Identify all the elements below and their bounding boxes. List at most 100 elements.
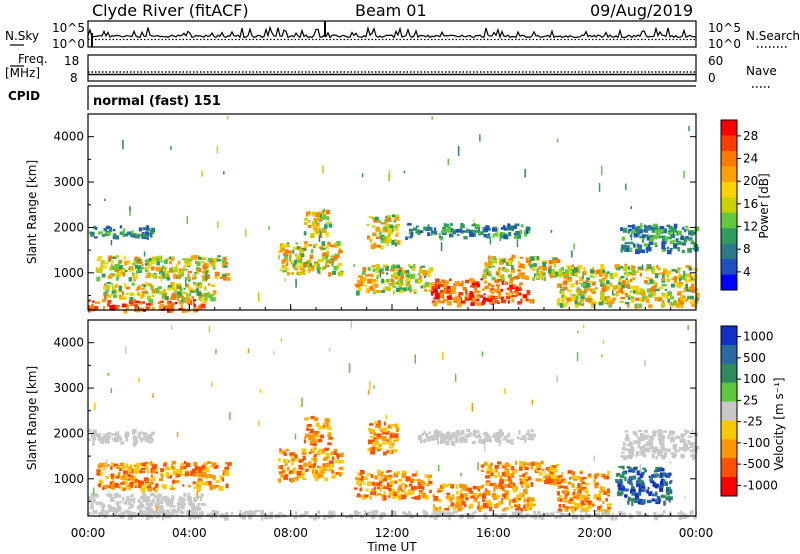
power-echo-cell-3	[146, 225, 149, 230]
power-echo-cell-7	[413, 289, 417, 293]
velocity-echo-cell-10	[563, 507, 567, 512]
velocity-echo-cell-0	[132, 500, 136, 503]
power-echo-cell-2	[201, 261, 206, 264]
velocity-echo-cell-7	[511, 486, 516, 491]
velocity-echo-cell-0	[156, 498, 160, 503]
velocity-echo-cell-6	[429, 489, 432, 494]
power-echo-cell-9	[501, 259, 505, 263]
power-echo-cell-7	[385, 272, 389, 275]
velocity-echo-cell-12	[657, 432, 663, 437]
power-echo-cell-10	[512, 225, 517, 229]
time-tick-label: 16:00	[476, 526, 511, 540]
velocity-echo-cell-7	[499, 500, 504, 505]
velocity-echo-cell-1	[111, 477, 115, 480]
power-echo-cell-11	[675, 281, 680, 287]
velocity-echo-cell-10	[588, 500, 592, 505]
velocity-echo-cell-0	[139, 501, 143, 504]
velocity-echo-cell-1	[152, 464, 158, 469]
velocity-echo-cell-13	[580, 515, 585, 520]
velocity-echo-cell-1	[203, 462, 208, 466]
velocity-echo-cell-8	[488, 465, 492, 469]
power-echo-cell-4	[320, 247, 326, 250]
velocity-echo-cell-11	[624, 494, 627, 498]
velocity-echo-cell-6	[361, 470, 365, 474]
velocity-echo-cell-10	[586, 507, 589, 512]
power-echo-cell-11	[633, 290, 637, 294]
velocity-echo-cell-13	[156, 510, 162, 514]
power-echo-cell-1	[167, 284, 173, 288]
velocity-echo-cell-13	[354, 512, 360, 517]
time-tick-label: 20:00	[577, 526, 612, 540]
power-echo-cell-12	[620, 247, 624, 253]
power-echo-cell-8	[455, 295, 459, 299]
velocity-echo-cell-9	[437, 432, 443, 437]
velocity-echo-cell-6	[383, 491, 386, 496]
velocity-echo-cell-8	[495, 468, 498, 473]
power-echo-cell-4	[286, 262, 289, 267]
velocity-echo-cell-10	[573, 488, 576, 494]
velocity-echo-cell-13	[249, 512, 253, 515]
power-echo-cell-7	[376, 280, 378, 283]
velocity-echo-cell-10	[594, 484, 599, 489]
power-echo-cell-9	[511, 254, 515, 258]
velocity-echo-cell-9	[442, 432, 445, 438]
power-echo-cell-8	[435, 278, 440, 284]
velocity-echo-cell-12	[624, 448, 629, 451]
power-colorbar-swatch	[721, 181, 737, 198]
velocity-echo-cell-8	[489, 472, 492, 476]
power-echo-cell-7	[375, 270, 380, 274]
velocity-echo-cell-0	[132, 498, 136, 501]
velocity-echo-cell-1	[212, 475, 216, 480]
velocity-echo-cell-13	[536, 510, 541, 515]
velocity-echo-cell-2	[88, 438, 91, 442]
velocity-echo-cell-3	[291, 461, 294, 466]
velocity-echo-cell-1	[127, 478, 130, 481]
velocity-echo-cell-10	[563, 479, 567, 484]
velocity-echo-cell-1	[121, 465, 126, 470]
velocity-echo-cell-4	[314, 417, 319, 422]
power-echo-cell-8	[443, 282, 447, 286]
velocity-echo-cell-1	[193, 471, 197, 477]
power-echo-cell-11	[619, 300, 624, 303]
velocity-echo-cell-12	[687, 442, 693, 445]
velocity-echo-cell-13	[610, 515, 613, 521]
velocity-echo-cell-3	[289, 452, 294, 456]
power-echo-cell-11	[600, 266, 605, 270]
velocity-echo-cell-0	[142, 499, 145, 503]
velocity-echo-cell-1	[171, 464, 174, 468]
power-echo-cell-11	[677, 291, 683, 294]
velocity-echo-cell-13	[162, 515, 165, 521]
velocity-echo-cell-13	[554, 515, 558, 519]
velocity-echo-cell-9	[461, 429, 465, 435]
power-echo-cell-0	[142, 301, 145, 304]
power-echo-cell-1	[207, 282, 211, 286]
power-echo-cell-5	[317, 227, 320, 232]
power-echo-cell-1	[111, 292, 115, 296]
power-echo-cell-9	[532, 263, 537, 267]
power-echo-cell-2	[145, 275, 150, 279]
velocity-echo-cell-0	[181, 506, 185, 510]
velocity-echo-cell-8	[510, 466, 515, 470]
power-echo-cell-0	[200, 303, 206, 309]
velocity-echo-cell-10	[572, 476, 578, 480]
power-echo-cell-11	[647, 265, 650, 268]
velocity-echo-cell-13	[293, 515, 297, 520]
power-echo-cell-1	[194, 282, 198, 287]
velocity-echo-cell-10	[581, 476, 587, 480]
power-echo-cell-12	[669, 240, 674, 245]
velocity-echo-cell-10	[575, 493, 581, 499]
velocity-echo-cell-7	[456, 496, 462, 501]
power-echo-cell-2	[134, 274, 138, 280]
velocity-echo-cell-0	[114, 493, 119, 498]
power-echo-cell-8	[441, 294, 445, 299]
power-echo-cell-10	[408, 231, 411, 235]
power-echo-cell-5	[312, 224, 315, 230]
velocity-echo-cell-13	[303, 513, 307, 517]
velocity-echo-cell-0	[102, 509, 105, 514]
velocity-echo-cell-3	[310, 464, 313, 468]
velocity-echo-cell-9	[530, 429, 534, 433]
velocity-echo-cell-12	[661, 438, 665, 442]
power-echo-cell-2	[96, 258, 101, 262]
power-echo-cell-12	[655, 230, 660, 236]
velocity-echo-cell-1	[150, 476, 156, 482]
